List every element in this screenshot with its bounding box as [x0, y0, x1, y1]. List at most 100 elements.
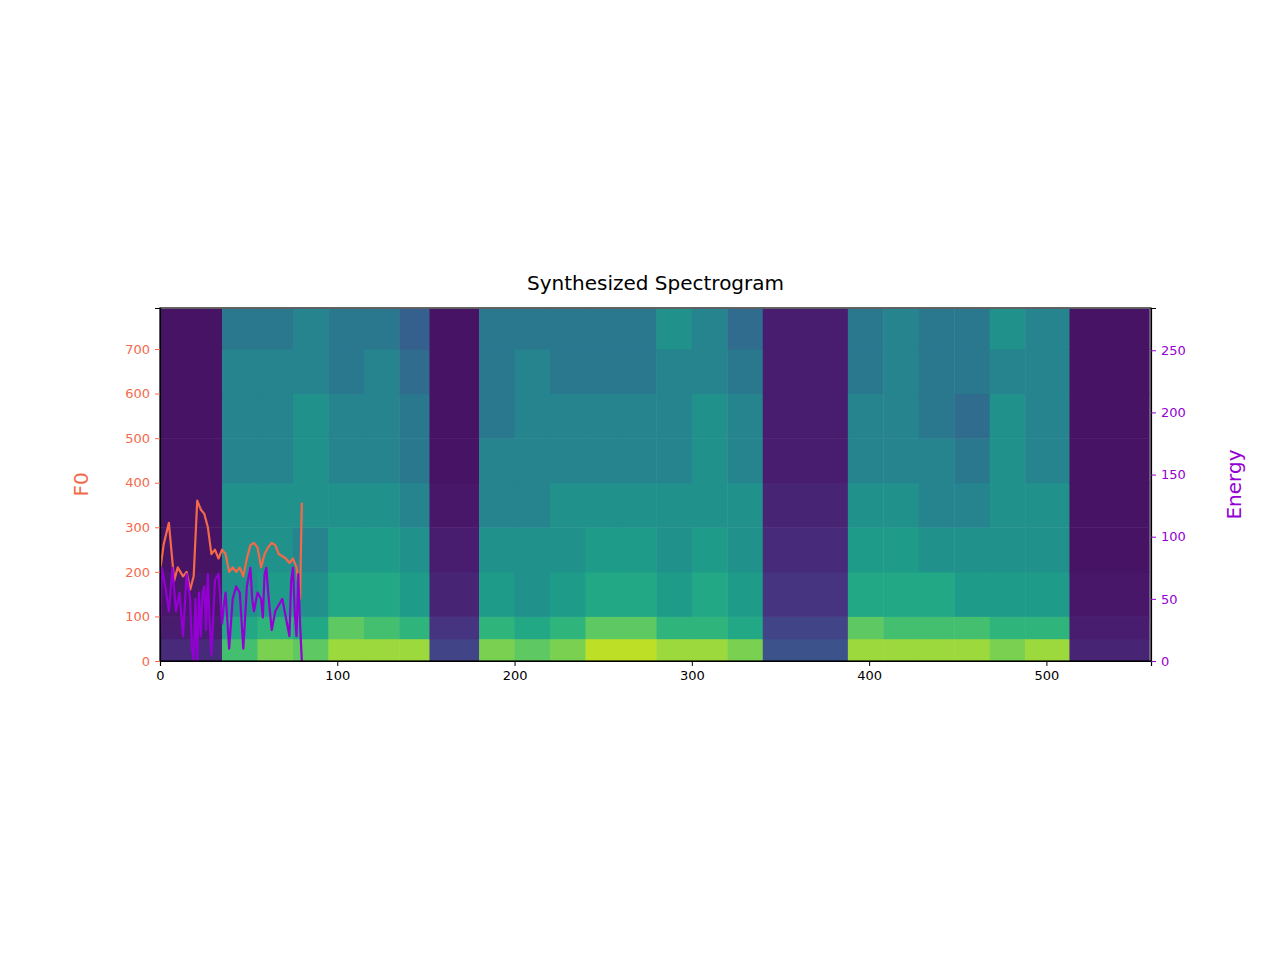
spectrogram-cell	[328, 483, 364, 528]
spectrogram-cell	[328, 527, 364, 572]
spectrogram-cell	[585, 394, 621, 439]
spectrogram-cell	[429, 639, 479, 661]
spectrogram-cell	[656, 572, 692, 617]
spectrogram-cell	[550, 349, 586, 394]
spectrogram-cell	[954, 349, 990, 394]
spectrogram-cell	[328, 616, 364, 639]
spectrogram-cell	[550, 483, 586, 528]
spectrogram-cell	[585, 483, 621, 528]
spectrogram-cell	[222, 349, 258, 394]
plot-frame	[160, 308, 1151, 661]
spectrogram-cell	[585, 527, 621, 572]
plot-area	[160, 309, 1150, 661]
spectrogram-cell	[1069, 349, 1149, 394]
spectrogram-cell	[919, 309, 955, 350]
axis-line	[161, 662, 1152, 667]
spectrogram-cell	[293, 309, 329, 350]
tick-label: 400	[857, 668, 882, 683]
spectrogram-cell	[515, 639, 551, 661]
spectrogram-cell	[1069, 438, 1149, 483]
spectrogram-cell	[1025, 572, 1070, 617]
spectrogram-cell	[479, 309, 515, 350]
tick-label: 0	[1161, 654, 1169, 669]
spectrogram-cell	[160, 309, 223, 350]
spectrogram-cell	[883, 572, 919, 617]
spectrogram-cell	[1025, 639, 1070, 661]
spectrogram-cell	[919, 527, 955, 572]
spectrogram-cell	[429, 616, 479, 639]
spectrogram-cell	[656, 639, 692, 661]
tick: 500	[125, 431, 160, 446]
spectrogram-cell	[990, 438, 1026, 483]
spectrogram-cell	[399, 349, 430, 394]
tick-mark	[1151, 599, 1156, 600]
spectrogram-cell	[848, 572, 884, 617]
spectrogram-cell	[883, 309, 919, 350]
spectrogram-cell	[692, 483, 728, 528]
spectrogram-cell	[727, 527, 763, 572]
spectrogram-cell	[692, 394, 728, 439]
tick-label: 200	[125, 565, 150, 580]
tick-label: 100	[325, 668, 350, 683]
spectrogram-cell	[990, 349, 1026, 394]
spectrogram-cell	[848, 309, 884, 350]
tick: 0	[142, 654, 160, 669]
spectrogram-cell	[258, 527, 294, 572]
tick-mark	[1151, 475, 1156, 476]
spectrogram-cell	[258, 394, 294, 439]
spectrogram-cell	[429, 349, 479, 394]
spectrogram-cell	[763, 639, 849, 661]
spectrogram-cell	[763, 572, 849, 617]
spectrogram-cell	[258, 483, 294, 528]
tick-label: 300	[680, 668, 705, 683]
tick-label: 400	[125, 475, 150, 490]
spectrogram-cell	[848, 394, 884, 439]
tick: 400	[125, 475, 160, 490]
spectrogram-cell	[1025, 616, 1070, 639]
spectrogram-cell	[515, 483, 551, 528]
spectrogram-cell	[727, 309, 763, 350]
tick: 300	[680, 661, 705, 683]
energy-line	[160, 568, 302, 661]
spectrogram-cell	[1069, 394, 1149, 439]
spectrogram-cell	[621, 639, 657, 661]
spectrogram-cell	[479, 616, 515, 639]
spectrogram-cell	[692, 309, 728, 350]
spectrogram-cell	[1025, 309, 1070, 350]
spectrogram-cell	[990, 309, 1026, 350]
spectrogram-cell	[763, 394, 849, 439]
spectrogram-cell	[364, 394, 400, 439]
spectrogram-cell	[621, 572, 657, 617]
spectrogram-cell	[1069, 639, 1149, 661]
spectrogram-cell	[727, 616, 763, 639]
spectrogram-cell	[919, 572, 955, 617]
y-axis-title: F0	[69, 472, 93, 496]
tick: 200	[503, 661, 528, 683]
spectrogram-cell	[429, 483, 479, 528]
spectrogram-cell	[293, 616, 329, 639]
tick-mark	[1151, 350, 1156, 351]
tick-label: 0	[156, 668, 164, 683]
spectrogram-cell	[990, 483, 1026, 528]
spectrogram-cell	[1025, 438, 1070, 483]
spectrogram-cell	[883, 616, 919, 639]
spectrogram-cell	[364, 639, 400, 661]
spectrogram-cell	[258, 349, 294, 394]
spectrogram-cell	[692, 527, 728, 572]
spectrogram-cell	[585, 349, 621, 394]
tick-mark	[1151, 412, 1156, 413]
spectrogram-cell	[883, 394, 919, 439]
spectrogram-cell	[727, 572, 763, 617]
tick-mark	[155, 394, 160, 395]
spectrogram-cell	[399, 438, 430, 483]
tick-label: 50	[1161, 592, 1178, 607]
spectrogram-cell	[258, 438, 294, 483]
spectrogram-cell	[990, 527, 1026, 572]
spectrogram-cell	[222, 483, 258, 528]
spectrogram-cell	[429, 572, 479, 617]
tick-mark	[515, 661, 516, 666]
spectrogram-cell	[364, 572, 400, 617]
tick: 150	[1151, 467, 1186, 482]
spectrogram-cell	[585, 639, 621, 661]
spectrogram-cell	[727, 483, 763, 528]
